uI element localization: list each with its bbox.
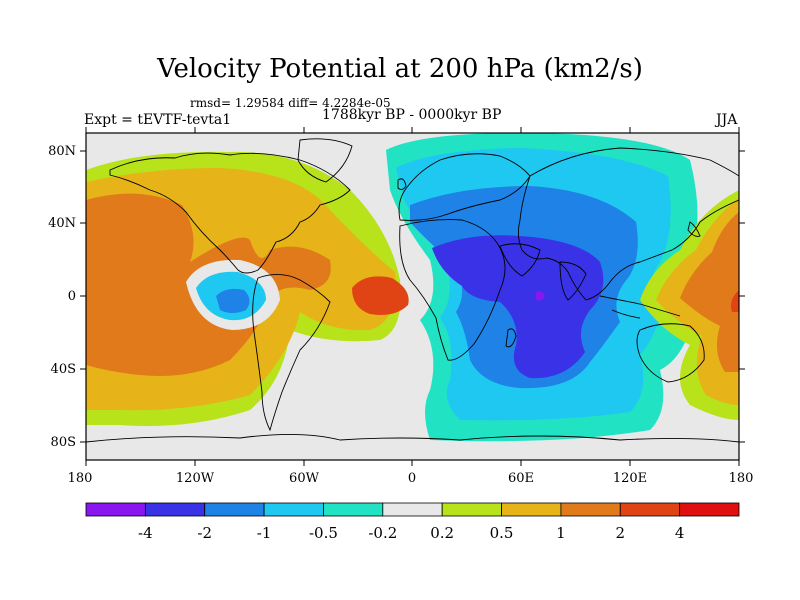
madagascar-coast bbox=[505, 328, 517, 348]
colorbar-label: 0.2 bbox=[430, 524, 454, 542]
colorbar-label: -2 bbox=[197, 524, 212, 542]
period-label: 1788kyr BP - 0000kyr BP bbox=[322, 107, 502, 123]
uk-coast bbox=[397, 178, 407, 191]
y-tick-0: 0 bbox=[68, 289, 76, 304]
indonesia-coast bbox=[599, 295, 681, 319]
colorbar-swatch bbox=[679, 502, 740, 517]
y-tick-40s: 40S bbox=[51, 362, 76, 377]
arabia-coast bbox=[499, 243, 541, 277]
colorbar-swatch bbox=[204, 502, 265, 517]
y-tick-labels: 80N 40N 0 40S 80S bbox=[48, 144, 76, 450]
colorbar-swatch bbox=[441, 502, 502, 517]
x-tick-180e: 180 bbox=[729, 471, 754, 486]
experiment-label: Expt = tEVTF-tevta1 bbox=[84, 112, 232, 128]
map-title: Velocity Potential at 200 hPa (km2/s) bbox=[157, 54, 643, 84]
rmsd-diff-label: rmsd= 1.29584 diff= 4.2284e-05 bbox=[190, 96, 391, 110]
colorbar-label: 2 bbox=[615, 524, 625, 542]
colorbar-label: -1 bbox=[257, 524, 272, 542]
coastlines bbox=[86, 138, 739, 443]
contour-field bbox=[86, 133, 739, 460]
colorbar-label: 0.5 bbox=[490, 524, 514, 542]
pos-deep-wpacific bbox=[730, 290, 739, 312]
x-tick-0: 0 bbox=[408, 471, 416, 486]
colorbar-label: -0.5 bbox=[309, 524, 338, 542]
season-label: JJA bbox=[716, 112, 738, 128]
y-tick-marks bbox=[80, 150, 745, 443]
greenland-coast bbox=[297, 138, 353, 183]
x-tick-120e: 120E bbox=[613, 471, 647, 486]
antarctica-coast bbox=[86, 433, 739, 443]
colorbar bbox=[85, 502, 740, 517]
colorbar-swatch bbox=[263, 502, 324, 517]
x-tick-120w: 120W bbox=[176, 471, 215, 486]
colorbar-label: -0.2 bbox=[368, 524, 397, 542]
neg-core-eastern bbox=[536, 291, 545, 301]
pos-deep-atlantic bbox=[352, 276, 409, 315]
asia-coast bbox=[517, 147, 739, 301]
colorbar-swatch bbox=[85, 502, 146, 517]
australia-coast bbox=[636, 323, 705, 383]
y-tick-40n: 40N bbox=[48, 216, 76, 231]
pos-strong-wpacific bbox=[680, 212, 739, 372]
colorbar-swatch bbox=[560, 502, 621, 517]
colorbar-swatch bbox=[323, 502, 384, 517]
colorbar-label: 1 bbox=[556, 524, 566, 542]
japan-coast bbox=[687, 221, 701, 237]
x-tick-60e: 60E bbox=[508, 471, 534, 486]
neg-strong-epacific bbox=[216, 288, 250, 313]
y-tick-80n: 80N bbox=[48, 144, 76, 159]
colorbar-swatch bbox=[382, 502, 443, 517]
europe-coast bbox=[398, 153, 531, 221]
colorbar-label: -4 bbox=[138, 524, 153, 542]
x-tick-labels: 180 120W 60W 0 60E 120E 180 bbox=[68, 471, 754, 486]
y-tick-80s: 80S bbox=[51, 435, 76, 450]
x-tick-180w: 180 bbox=[68, 471, 93, 486]
x-tick-marks bbox=[85, 127, 740, 466]
africa-coast bbox=[399, 219, 506, 361]
colorbar-swatch bbox=[144, 502, 206, 517]
colorbar-label: 4 bbox=[675, 524, 685, 542]
x-tick-60w: 60W bbox=[289, 471, 320, 486]
south-america-coast bbox=[252, 274, 331, 432]
colorbar-swatch bbox=[501, 502, 562, 517]
north-america-coast bbox=[109, 152, 351, 274]
india-coast bbox=[559, 261, 587, 301]
colorbar-labels: -4 -2 -1 -0.5 -0.2 0.2 0.5 1 2 4 bbox=[138, 524, 684, 542]
colorbar-swatch bbox=[619, 502, 681, 517]
